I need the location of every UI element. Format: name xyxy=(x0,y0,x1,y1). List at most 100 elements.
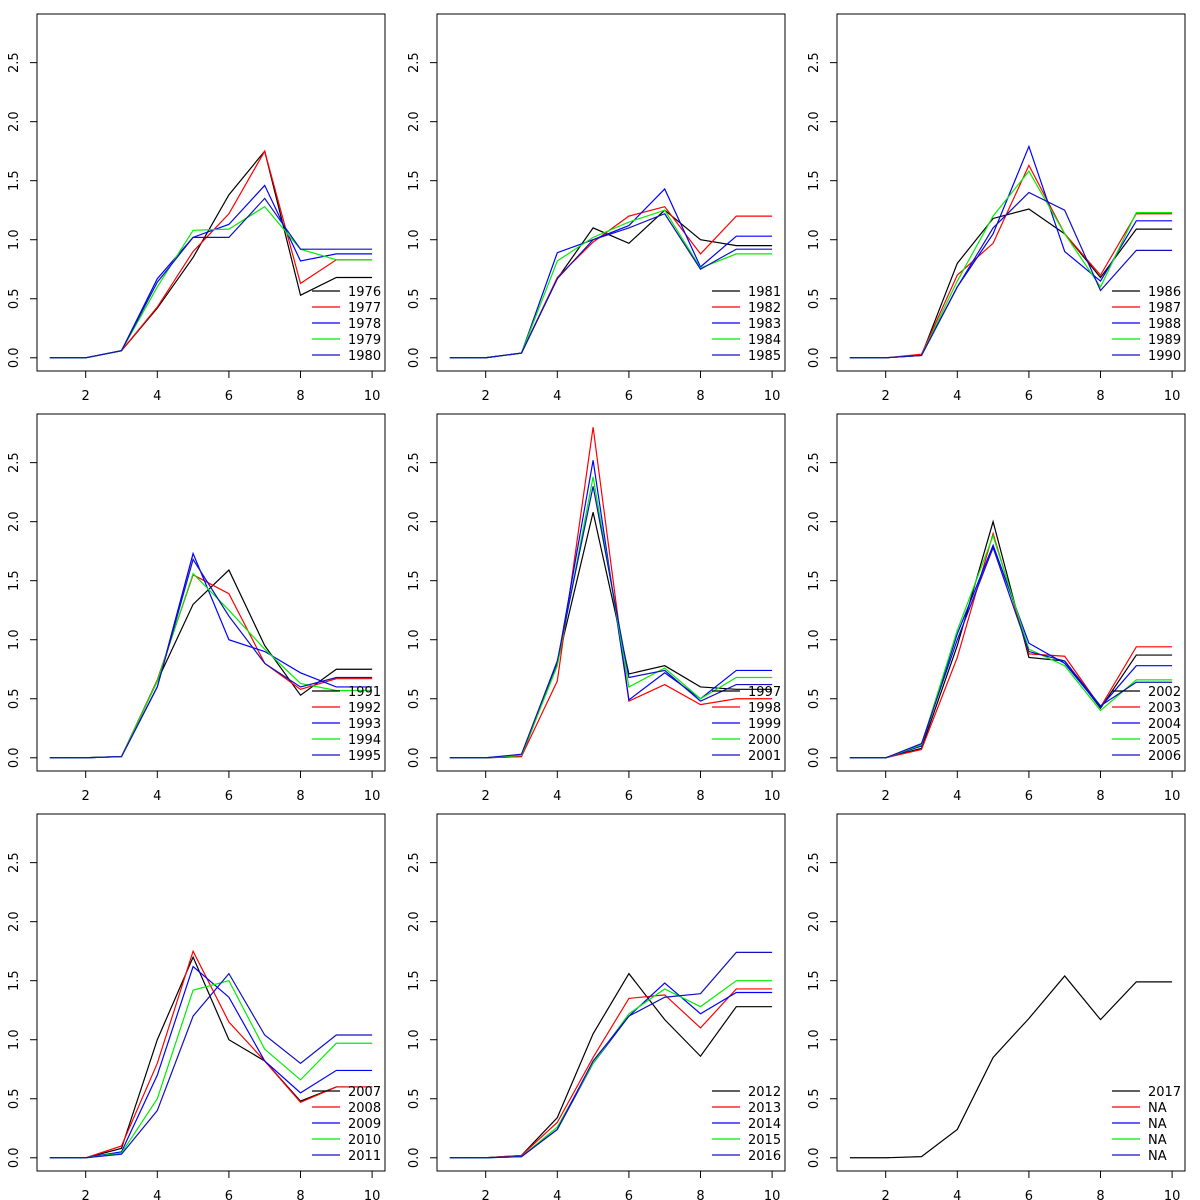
plot-frame xyxy=(836,13,1186,372)
panel: 0.0 0.5 1.0 1.5 2.0 2.5 2 4 6 8 10 1991199219931994… xyxy=(7,413,386,804)
legend-label: 2010 xyxy=(348,1133,381,1148)
legend-label: NA xyxy=(1148,1133,1167,1148)
legend-label: 1985 xyxy=(748,349,781,364)
legend-label: 1978 xyxy=(348,317,381,332)
series-line xyxy=(449,213,773,359)
x-tick-label: 2 xyxy=(882,389,890,404)
y-tick-label: 2.5 xyxy=(7,452,22,473)
y-tick-label: 2.0 xyxy=(7,111,22,132)
legend-label: 1997 xyxy=(748,685,781,700)
y-tick-label: 1.0 xyxy=(7,629,22,650)
x-tick-label: 10 xyxy=(1164,789,1181,804)
plot-frame xyxy=(436,813,786,1172)
x-tick-label: 8 xyxy=(296,389,304,404)
x-tick-label: 10 xyxy=(1164,389,1181,404)
x-tick-label: 4 xyxy=(153,1189,161,1200)
series-line xyxy=(849,534,1173,759)
y-tick-label: 1.5 xyxy=(7,170,22,191)
x-tick-label: 8 xyxy=(696,389,704,404)
series-line xyxy=(49,184,373,359)
x-tick-label: 2 xyxy=(882,789,890,804)
y-tick-label: 1.5 xyxy=(407,570,422,591)
legend-label: 2003 xyxy=(1148,701,1181,716)
y-tick-label: 0.5 xyxy=(407,688,422,709)
y-tick-label: 0.0 xyxy=(407,1147,422,1168)
legend-label: 2001 xyxy=(748,749,781,764)
legend-label: 2008 xyxy=(348,1101,381,1116)
series-line xyxy=(849,519,1173,759)
series-line xyxy=(49,149,373,359)
y-tick-label: 1.5 xyxy=(807,970,822,991)
y-tick-label: 2.5 xyxy=(807,52,822,73)
plot-frame xyxy=(436,413,786,772)
x-tick-label: 8 xyxy=(696,1189,704,1200)
legend-label: 2006 xyxy=(1148,749,1181,764)
x-tick-label: 10 xyxy=(364,389,381,404)
y-tick-label: 0.5 xyxy=(407,288,422,309)
x-tick-label: 6 xyxy=(625,789,633,804)
legend-label: 1995 xyxy=(348,749,381,764)
x-tick-label: 4 xyxy=(553,789,561,804)
legend-label: NA xyxy=(1148,1149,1167,1164)
legend-label: 1993 xyxy=(348,717,381,732)
legend-label: 1992 xyxy=(348,701,381,716)
x-tick-label: 2 xyxy=(482,389,490,404)
x-tick-label: 10 xyxy=(364,1189,381,1200)
x-tick-label: 6 xyxy=(1025,789,1033,804)
series-line xyxy=(449,980,773,1159)
series-line xyxy=(49,949,373,1159)
legend-label: 2005 xyxy=(1148,733,1181,748)
y-tick-label: 2.0 xyxy=(407,111,422,132)
y-tick-label: 0.0 xyxy=(807,1147,822,1168)
y-tick-label: 1.5 xyxy=(7,570,22,591)
y-tick-label: 0.5 xyxy=(407,1088,422,1109)
x-tick-label: 2 xyxy=(482,789,490,804)
legend-label: 2000 xyxy=(748,733,781,748)
series-line xyxy=(849,531,1173,759)
panel: 0.0 0.5 1.0 1.5 2.0 2.5 2 4 6 8 10 1976197719781979… xyxy=(7,13,386,404)
y-tick-label: 2.5 xyxy=(7,52,22,73)
x-tick-label: 6 xyxy=(225,1189,233,1200)
x-tick-label: 8 xyxy=(696,789,704,804)
plot-frame xyxy=(36,13,386,372)
panel: 0.0 0.5 1.0 1.5 2.0 2.5 2 4 6 8 10 2007200820092010… xyxy=(7,813,386,1200)
series-line xyxy=(49,569,373,759)
series-line xyxy=(49,205,373,359)
y-tick-label: 1.0 xyxy=(7,229,22,250)
legend-label: 1983 xyxy=(748,317,781,332)
legend-label: 2017 xyxy=(1148,1085,1181,1100)
series-line xyxy=(449,486,773,759)
y-tick-label: 2.0 xyxy=(7,911,22,932)
x-tick-label: 4 xyxy=(953,789,961,804)
panel: 0.0 0.5 1.0 1.5 2.0 2.5 2 4 6 8 10 1981198219831984… xyxy=(407,13,786,404)
x-tick-label: 4 xyxy=(153,389,161,404)
series-line xyxy=(49,572,373,759)
y-tick-label: 1.5 xyxy=(807,570,822,591)
legend-label: 1990 xyxy=(1148,349,1181,364)
series-line xyxy=(849,144,1173,359)
x-tick-label: 4 xyxy=(953,389,961,404)
x-tick-label: 8 xyxy=(1096,389,1104,404)
legend-label: 1991 xyxy=(348,685,381,700)
y-tick-label: 0.0 xyxy=(7,1147,22,1168)
legend-label: 1977 xyxy=(348,301,381,316)
y-tick-label: 1.5 xyxy=(807,170,822,191)
legend-label: 1986 xyxy=(1148,285,1181,300)
y-tick-label: 2.0 xyxy=(807,511,822,532)
y-tick-label: 0.0 xyxy=(807,347,822,368)
y-tick-label: 2.0 xyxy=(407,511,422,532)
y-tick-label: 0.0 xyxy=(7,747,22,768)
x-tick-label: 2 xyxy=(82,1189,90,1200)
legend-label: 1994 xyxy=(348,733,381,748)
x-tick-label: 2 xyxy=(882,1189,890,1200)
series-line xyxy=(449,951,773,1159)
y-tick-label: 2.0 xyxy=(7,511,22,532)
y-tick-label: 1.5 xyxy=(7,970,22,991)
y-tick-label: 0.0 xyxy=(807,747,822,768)
legend-label: 2012 xyxy=(748,1085,781,1100)
x-tick-label: 2 xyxy=(82,789,90,804)
legend-label: 1984 xyxy=(748,333,781,348)
x-tick-label: 8 xyxy=(1096,789,1104,804)
